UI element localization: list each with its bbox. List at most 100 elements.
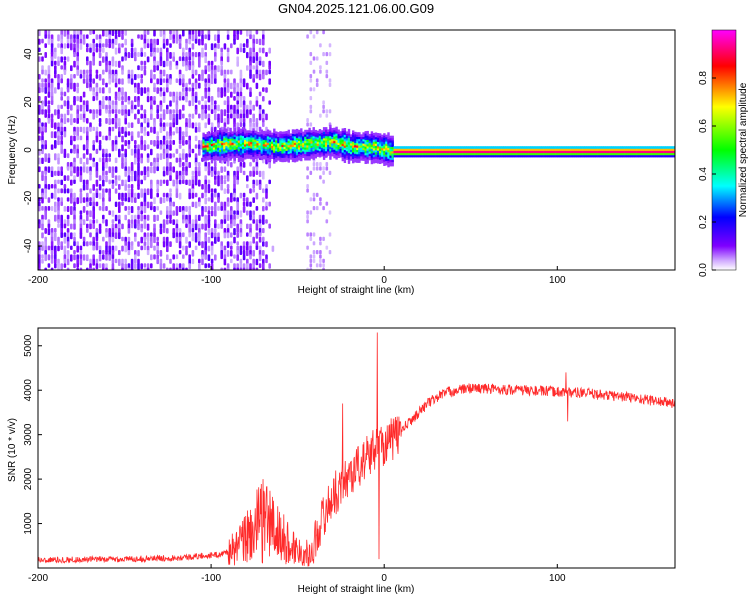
heatmap-cell	[207, 223, 211, 229]
heatmap-ridge-cell	[210, 147, 214, 151]
heatmap-cell	[185, 170, 188, 176]
heatmap-cell	[246, 201, 249, 207]
heatmap-cell	[137, 166, 140, 172]
heatmap-ridge-cell	[237, 150, 241, 154]
heatmap-cell	[108, 131, 111, 137]
heatmap-cell	[146, 241, 150, 246]
heatmap-ridge-cell	[217, 158, 220, 161]
heatmap-cell	[312, 56, 316, 61]
heatmap-cell	[57, 43, 60, 48]
heatmap-ridge-cell	[293, 151, 297, 154]
heatmap-ridge-cell	[308, 144, 311, 148]
heatmap-cell	[86, 223, 89, 229]
heatmap-ridge-cell	[647, 152, 650, 156]
heatmap-cell	[127, 96, 131, 101]
heatmap-ridge-cell	[225, 145, 228, 149]
heatmap-ridge-cell	[225, 143, 228, 147]
heatmap-ridge-cell	[385, 149, 388, 153]
heatmap-ridge-cell	[214, 155, 218, 158]
heatmap-cell	[194, 201, 198, 209]
heatmap-cell	[118, 91, 121, 97]
heatmap-cell	[204, 184, 207, 190]
heatmap-ridge-cell	[595, 154, 598, 158]
heatmap-ridge-cell	[457, 152, 461, 156]
heatmap-ridge-cell	[347, 154, 351, 158]
heatmap-cell	[312, 166, 316, 171]
heatmap-cell	[185, 223, 188, 229]
heatmap-ridge-cell	[331, 140, 334, 144]
heatmap-ridge-cell	[393, 152, 396, 156]
heatmap-cell	[95, 170, 99, 178]
heatmap-ridge-cell	[514, 148, 517, 151]
heatmap-cell	[223, 258, 227, 266]
heatmap-cell	[258, 170, 262, 178]
heatmap-ridge-cell	[320, 136, 324, 140]
heatmap-cell	[255, 52, 259, 58]
heatmap-cell	[188, 153, 191, 158]
heatmap-ridge-cell	[229, 134, 232, 137]
heatmap-ridge-cell	[493, 152, 496, 156]
heatmap-cell	[44, 228, 47, 234]
heatmap-cell	[182, 170, 185, 176]
heatmap-ridge-cell	[665, 146, 669, 149]
heatmap-ridge-cell	[418, 146, 421, 149]
heatmap-ridge-cell	[241, 129, 245, 132]
heatmap-cell	[188, 148, 191, 154]
heatmap-cell	[47, 91, 51, 98]
heatmap-ridge-cell	[204, 155, 207, 159]
heatmap-cell	[172, 219, 175, 226]
heatmap-cell	[86, 144, 89, 149]
heatmap-ridge-cell	[298, 142, 301, 146]
heatmap-cell	[111, 118, 115, 125]
heatmap-ridge-cell	[225, 130, 228, 134]
heatmap-cell	[50, 113, 54, 119]
heatmap-ridge-cell	[254, 137, 257, 140]
heatmap-ridge-cell	[528, 146, 531, 149]
heatmap-cell	[150, 140, 153, 145]
heatmap-cell	[223, 78, 227, 83]
heatmap-cell	[70, 206, 73, 212]
heatmap-cell	[143, 267, 147, 270]
heatmap-cell	[63, 131, 67, 138]
heatmap-ridge-cell	[244, 154, 247, 158]
colorbar-ticks: 0.00.20.40.60.8	[698, 71, 716, 277]
heatmap-cell	[73, 148, 76, 154]
heatmap-ridge-cell	[424, 152, 428, 156]
heatmap-ridge-cell	[231, 148, 234, 152]
heatmap-cell	[230, 245, 233, 250]
heatmap-ridge-cell	[580, 154, 583, 158]
heatmap-cell	[239, 250, 243, 256]
heatmap-cell	[262, 241, 265, 247]
heatmap-cell	[79, 69, 83, 75]
heatmap-cell	[262, 170, 265, 177]
heatmap-cell	[162, 113, 166, 120]
heatmap-cell	[130, 175, 134, 182]
heatmap-ridge-cell	[387, 149, 390, 153]
heatmap-cell	[89, 223, 92, 230]
heatmap-ridge-cell	[316, 137, 320, 140]
heatmap-ridge-cell	[663, 148, 666, 151]
heatmap-cell	[217, 122, 220, 128]
heatmap-cell	[57, 140, 60, 146]
heatmap-cell	[63, 126, 67, 133]
heatmap-ridge-cell	[260, 131, 263, 135]
heatmap-cell	[76, 38, 79, 45]
heatmap-cell	[198, 179, 201, 187]
heatmap-cell	[268, 100, 271, 105]
heatmap-cell	[38, 263, 41, 269]
heatmap-cell	[159, 179, 163, 187]
heatmap-ridge-cell	[262, 141, 266, 145]
heatmap-cell	[220, 69, 223, 76]
heatmap-ridge-cell	[455, 154, 459, 158]
heatmap-ridge-cell	[277, 138, 280, 142]
heatmap-ridge-cell	[354, 144, 357, 148]
heatmap-cell	[246, 184, 249, 189]
heatmap-cell	[86, 69, 89, 75]
heatmap-ridge-cell	[335, 146, 338, 149]
heatmap-cell	[76, 263, 79, 268]
heatmap-ridge-cell	[385, 158, 388, 162]
heatmap-cell	[111, 43, 115, 49]
heatmap-cell	[86, 131, 89, 138]
heatmap-ridge-cell	[374, 141, 378, 144]
heatmap-ridge-cell	[543, 148, 546, 151]
